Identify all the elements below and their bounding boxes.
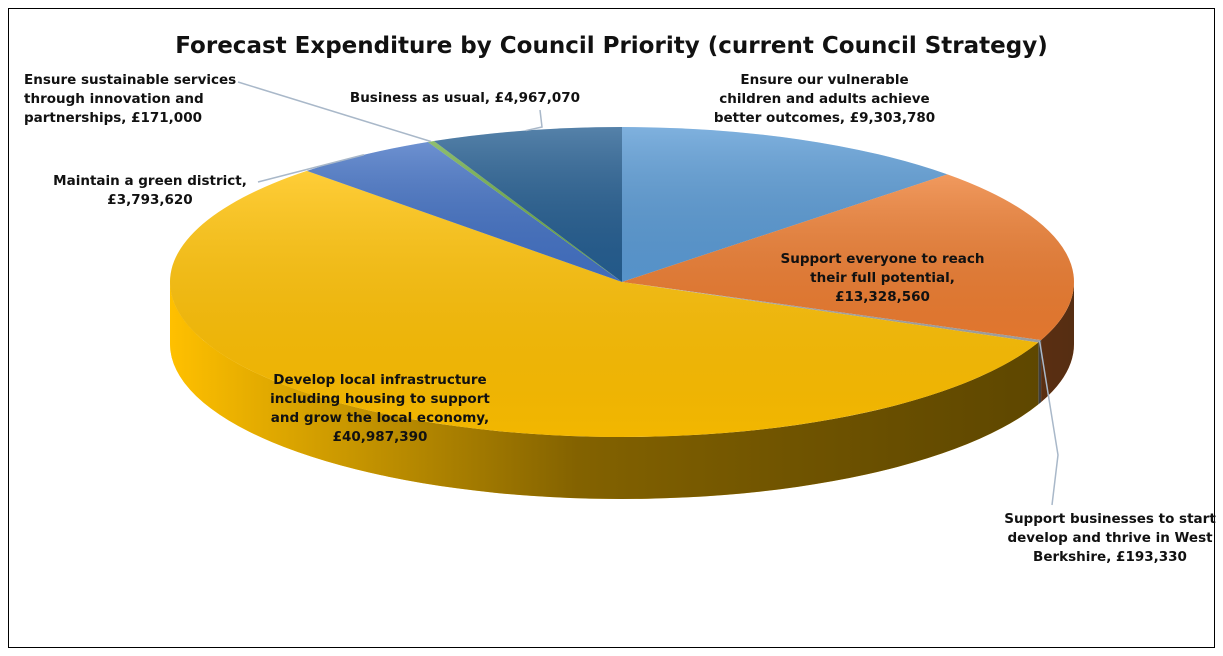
leader-line-2 xyxy=(1038,341,1059,506)
leader-line-5 xyxy=(237,81,432,143)
leader-line-6 xyxy=(525,109,543,132)
data-label-businesses: Support businesses to start develop and … xyxy=(1004,511,1216,565)
pie-side-shade-3 xyxy=(170,282,1039,499)
data-label-vulnerable: Ensure our vulnerable children and adult… xyxy=(713,72,936,126)
pie-slice-gloss-4 xyxy=(306,142,622,282)
data-label-green-district: Maintain a green district, £3,793,620 xyxy=(53,173,247,208)
pie-slice-gloss-5 xyxy=(427,141,622,282)
pie-slice-gloss-3 xyxy=(169,170,1039,437)
data-label-business-as-usual: Business as usual, £4,967,070 xyxy=(349,90,581,106)
leader-line-4 xyxy=(257,154,365,183)
chart-title: Forecast Expenditure by Council Priority… xyxy=(175,33,1048,59)
pie-slice-gloss-0 xyxy=(622,127,948,282)
data-label-sustainable: Ensure sustainable services through inno… xyxy=(24,72,237,126)
pie-side-shade-1 xyxy=(1041,282,1074,403)
pie-slice-gloss-1 xyxy=(622,174,1074,341)
data-label-full-potential: Support everyone to reach their full pot… xyxy=(780,251,985,305)
pie-side-shade-2 xyxy=(1038,340,1042,405)
pie-slice-gloss-2 xyxy=(622,282,1042,343)
data-label-infrastructure: Develop local infrastructure including h… xyxy=(270,372,490,445)
pie-slice-gloss-6 xyxy=(433,127,622,282)
